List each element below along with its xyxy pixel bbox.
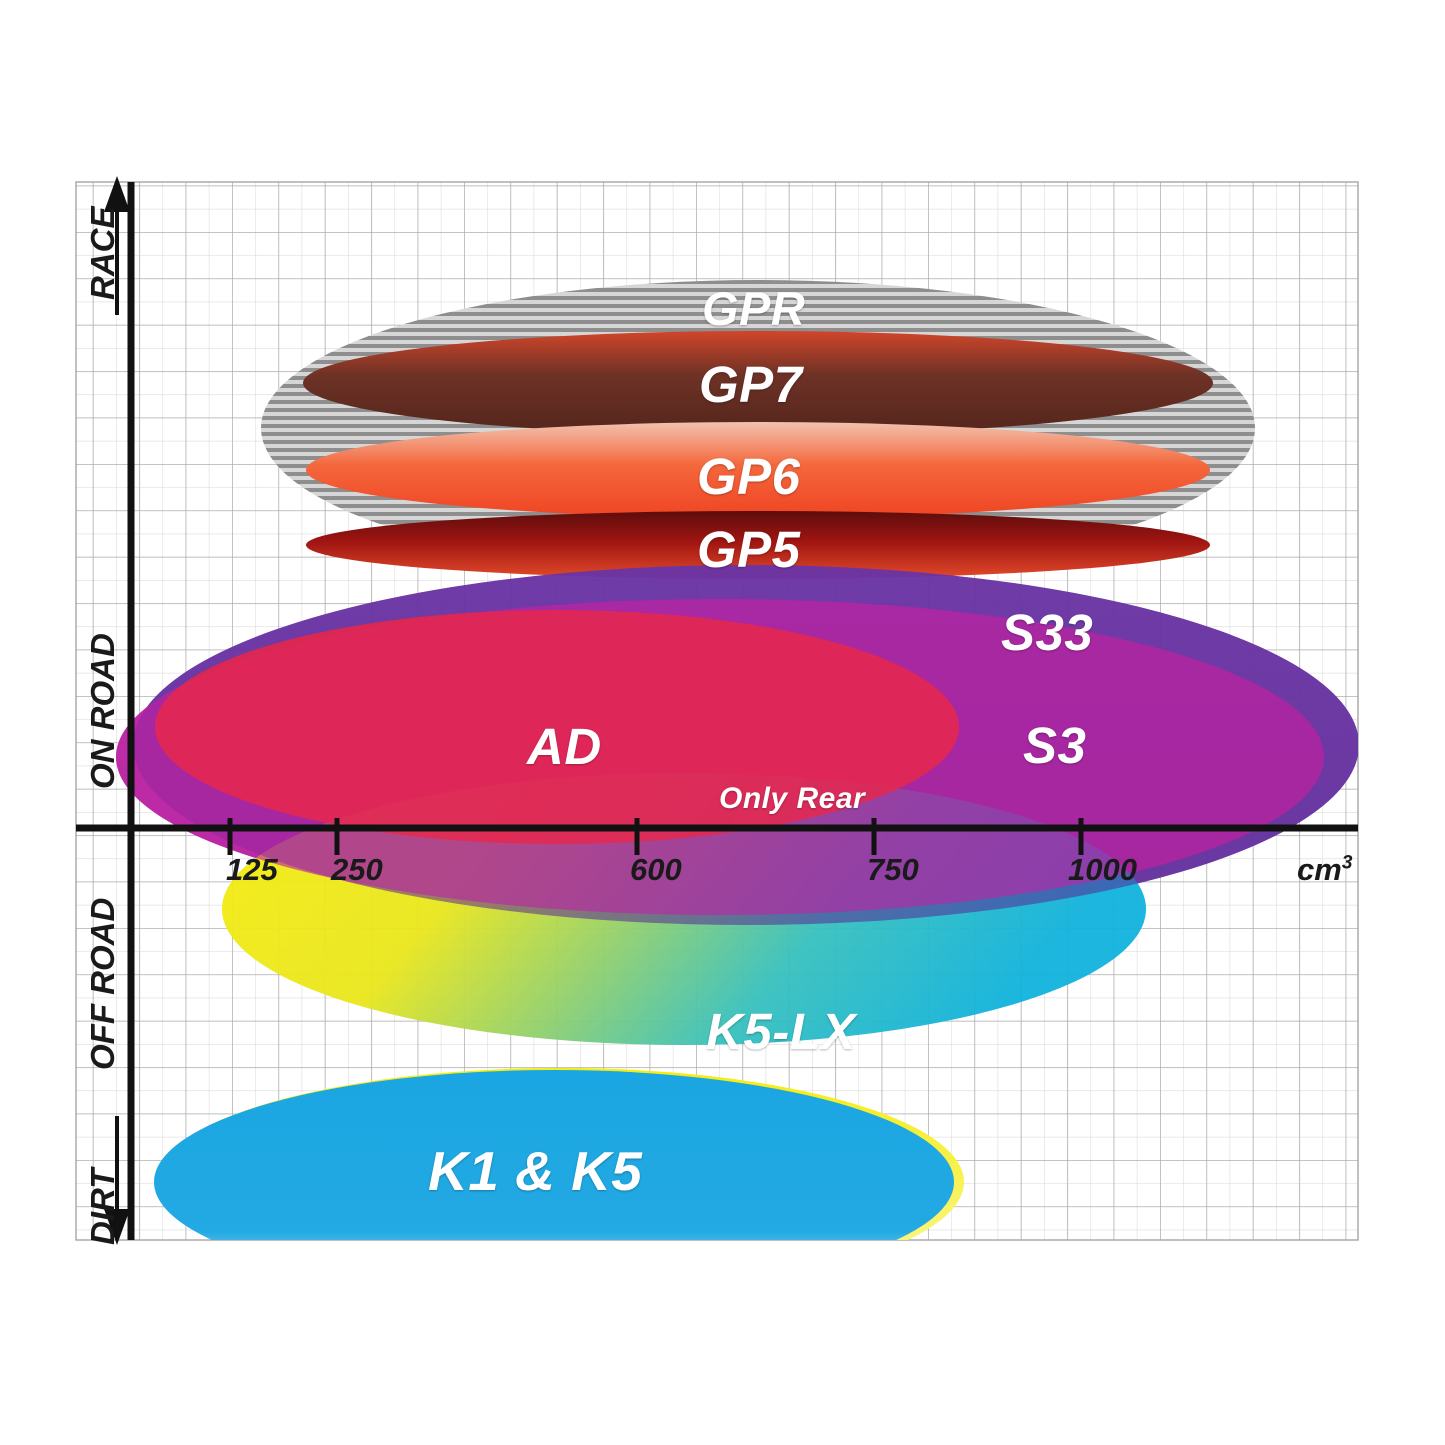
dirt-arrow-icon bbox=[104, 1116, 130, 1245]
ellipse-gp6 bbox=[306, 422, 1210, 518]
ellipse-k1k5 bbox=[154, 1070, 954, 1240]
race-arrow-icon bbox=[104, 176, 130, 315]
ellipse-ad-overlay bbox=[155, 610, 959, 844]
x-axis-ticks bbox=[227, 818, 1084, 855]
ellipse-gp5 bbox=[306, 511, 1210, 579]
chart-axes bbox=[76, 176, 1358, 1245]
chart-plot-area bbox=[116, 280, 1358, 1240]
ellipse-gp7 bbox=[303, 331, 1213, 435]
